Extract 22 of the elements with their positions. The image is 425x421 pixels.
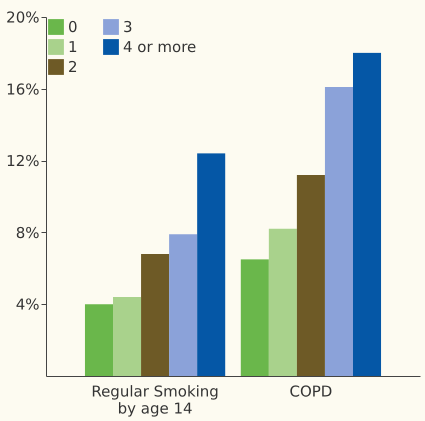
bar bbox=[84, 304, 114, 376]
legend-label: 4 or more bbox=[123, 38, 196, 56]
bar bbox=[141, 254, 170, 376]
y-tick-label: 8% bbox=[16, 224, 40, 242]
bar bbox=[296, 174, 325, 376]
y-tick-label: 16% bbox=[6, 80, 40, 98]
x-tick-label: COPD bbox=[289, 382, 332, 400]
y-tick-label: 20% bbox=[6, 8, 40, 26]
y-tick-label: 12% bbox=[6, 152, 40, 170]
legend-label: 3 bbox=[123, 18, 133, 36]
bar bbox=[268, 228, 297, 376]
y-tick-label: 4% bbox=[16, 296, 40, 314]
x-tick-label: Regular Smoking by age 14 bbox=[91, 382, 219, 418]
bar bbox=[352, 52, 382, 376]
bar bbox=[324, 87, 353, 376]
bar bbox=[169, 234, 198, 376]
bar bbox=[240, 259, 269, 376]
legend-label: 0 bbox=[68, 18, 78, 36]
bar bbox=[113, 297, 142, 376]
legend-label: 2 bbox=[68, 58, 78, 76]
bar bbox=[197, 153, 226, 376]
legend-label: 1 bbox=[68, 38, 78, 56]
